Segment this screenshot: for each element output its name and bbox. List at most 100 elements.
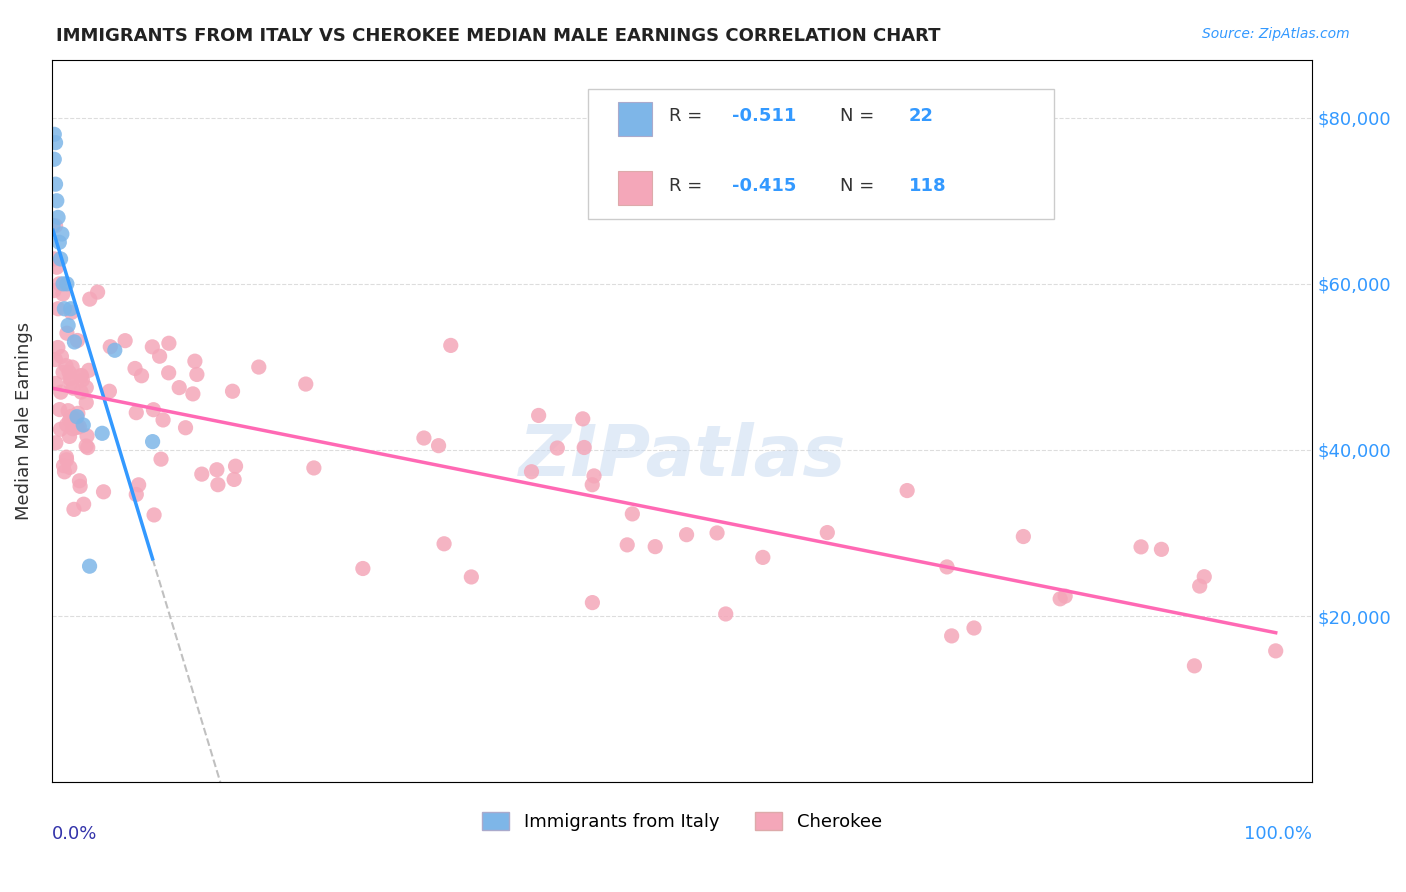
Point bbox=[53, 301, 76, 316]
Point bbox=[583, 469, 606, 483]
Point bbox=[59, 460, 82, 475]
Point bbox=[53, 465, 76, 479]
Point bbox=[69, 474, 91, 488]
Point bbox=[59, 301, 82, 316]
Point bbox=[150, 452, 173, 467]
Point bbox=[616, 538, 638, 552]
Point bbox=[706, 525, 728, 540]
Point bbox=[48, 235, 70, 250]
Text: ZIPatlas: ZIPatlas bbox=[519, 423, 846, 491]
Point bbox=[55, 452, 77, 467]
Point bbox=[55, 359, 77, 373]
Point bbox=[79, 559, 101, 574]
Point bbox=[527, 409, 550, 423]
Point bbox=[167, 381, 190, 395]
Point bbox=[76, 429, 98, 443]
Point bbox=[70, 368, 93, 383]
Point bbox=[69, 369, 91, 384]
Point bbox=[1054, 589, 1077, 603]
Point bbox=[1049, 591, 1071, 606]
Text: 100.0%: 100.0% bbox=[1244, 825, 1312, 844]
Point bbox=[125, 406, 148, 420]
Point bbox=[44, 128, 66, 142]
Point bbox=[433, 537, 456, 551]
Point bbox=[56, 318, 79, 333]
Point bbox=[104, 343, 127, 358]
Point bbox=[815, 525, 838, 540]
Point bbox=[60, 415, 83, 429]
Point bbox=[427, 439, 450, 453]
Point bbox=[76, 441, 98, 455]
Point bbox=[45, 376, 67, 391]
Point bbox=[52, 277, 75, 291]
Point bbox=[1150, 542, 1173, 557]
Point bbox=[52, 365, 75, 379]
Point bbox=[181, 387, 204, 401]
Point bbox=[56, 277, 79, 291]
Point bbox=[302, 461, 325, 475]
Point bbox=[174, 421, 197, 435]
Point bbox=[63, 411, 86, 425]
Point bbox=[44, 153, 66, 167]
Point bbox=[896, 483, 918, 498]
Point bbox=[571, 412, 593, 426]
Point bbox=[72, 417, 94, 432]
Point bbox=[581, 477, 603, 491]
Point bbox=[49, 385, 72, 400]
Point bbox=[59, 376, 82, 390]
Point bbox=[62, 381, 84, 395]
Point bbox=[581, 596, 603, 610]
Point bbox=[44, 177, 66, 191]
Point bbox=[125, 487, 148, 501]
FancyBboxPatch shape bbox=[588, 88, 1054, 219]
Point bbox=[413, 431, 436, 445]
Point bbox=[63, 502, 86, 516]
Point bbox=[45, 194, 67, 208]
Point bbox=[63, 334, 86, 349]
Point bbox=[142, 434, 165, 449]
Point bbox=[45, 435, 67, 450]
Point bbox=[93, 484, 115, 499]
Point bbox=[51, 350, 73, 364]
Point bbox=[46, 341, 69, 355]
Text: 118: 118 bbox=[910, 177, 946, 195]
Point bbox=[55, 417, 77, 432]
Point bbox=[52, 287, 75, 301]
Point bbox=[72, 373, 94, 387]
Point bbox=[98, 384, 121, 399]
Point bbox=[131, 368, 153, 383]
Point bbox=[1264, 644, 1286, 658]
Point bbox=[936, 560, 959, 574]
Point bbox=[48, 277, 70, 291]
Point bbox=[963, 621, 986, 635]
Point bbox=[460, 570, 482, 584]
Point bbox=[75, 439, 97, 453]
Point bbox=[66, 406, 89, 420]
Point bbox=[141, 340, 163, 354]
Point bbox=[128, 478, 150, 492]
Point bbox=[247, 359, 270, 374]
Point bbox=[1184, 658, 1206, 673]
Point bbox=[59, 409, 82, 424]
Point bbox=[152, 413, 174, 427]
Point bbox=[44, 252, 66, 266]
Point bbox=[58, 413, 80, 427]
Point bbox=[60, 360, 83, 375]
Point bbox=[98, 340, 121, 354]
Text: Source: ZipAtlas.com: Source: ZipAtlas.com bbox=[1202, 27, 1350, 41]
Point bbox=[59, 372, 82, 386]
Point bbox=[184, 354, 207, 368]
Point bbox=[546, 441, 568, 455]
Point bbox=[574, 441, 596, 455]
FancyBboxPatch shape bbox=[617, 171, 652, 205]
Point bbox=[46, 301, 69, 316]
Text: N =: N = bbox=[839, 107, 880, 125]
Point bbox=[714, 607, 737, 621]
Point bbox=[52, 458, 75, 473]
Point bbox=[66, 409, 89, 424]
Point bbox=[45, 260, 67, 275]
Text: N =: N = bbox=[839, 177, 880, 195]
Legend: Immigrants from Italy, Cherokee: Immigrants from Italy, Cherokee bbox=[475, 805, 889, 838]
Point bbox=[644, 540, 666, 554]
Point bbox=[294, 377, 316, 392]
